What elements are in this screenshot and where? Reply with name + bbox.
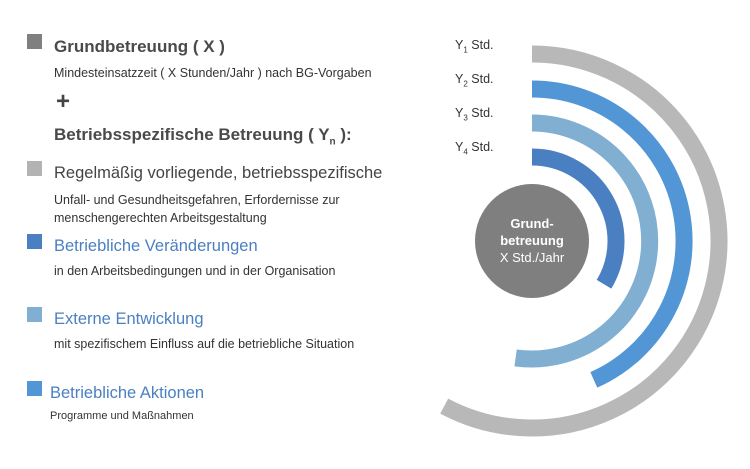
label-y2: Y2 Std.: [455, 72, 494, 89]
grund-subtitle: Mindesteinsatzzeit ( X Stunden/Jahr ) na…: [54, 66, 372, 80]
legend-square-regel: [27, 161, 42, 176]
betrieb-title-end: ):: [335, 125, 352, 144]
aktion-sub: Programme und Maßnahmen: [50, 410, 194, 422]
arc-y4: [531, 148, 625, 289]
grund-title: Grundbetreuung ( X ): [54, 37, 225, 56]
arc-y2: [531, 80, 693, 388]
label-y4: Y4 Std.: [455, 140, 494, 157]
center-label: Grund- betreuung X Std./Jahr: [475, 215, 589, 266]
legend-square-veraenderung: [27, 234, 42, 249]
center-line-3: X Std./Jahr: [499, 250, 565, 265]
extern-sub: mit spezifischem Einfluss auf die betrie…: [54, 337, 355, 351]
veraenderung-title: Betriebliche Veränderungen: [54, 237, 258, 255]
legend-square-extern: [27, 307, 42, 322]
label-y3: Y3 Std.: [455, 106, 494, 123]
betrieb-subscript: n: [329, 136, 336, 148]
arc-y3: [514, 114, 659, 368]
plus-sign: +: [56, 88, 71, 115]
legend-square-aktion: [27, 381, 42, 396]
center-circle: [475, 184, 589, 298]
legend-square-grund: [27, 34, 42, 49]
label-y1: Y1 Std.: [455, 38, 494, 55]
extern-title: Externe Entwicklung: [54, 310, 204, 328]
betrieb-title-text: Betriebsspezifische Betreuung ( Y: [54, 125, 330, 144]
betrieb-title: Betriebsspezifische Betreuung ( Yn ):: [54, 125, 352, 147]
arc-y1: [440, 45, 728, 437]
regel-title: Regelmäßig vorliegende, betriebsspezifis…: [54, 164, 383, 182]
veraenderung-sub: in den Arbeitsbedingungen und in der Org…: [54, 264, 336, 278]
regel-sub-1: Unfall- und Gesundheitsgefahren, Erforde…: [54, 193, 340, 207]
regel-sub-2: menschengerechten Arbeitsgestaltung: [54, 211, 267, 225]
center-line-2: betreuung: [500, 233, 564, 248]
aktion-title: Betriebliche Aktionen: [50, 384, 205, 402]
center-line-1: Grund-: [510, 216, 554, 231]
